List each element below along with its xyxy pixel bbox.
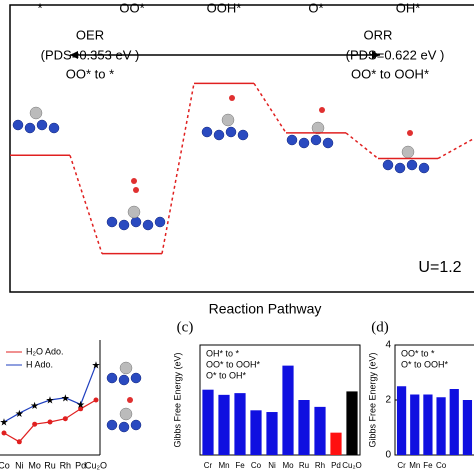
state-label: * [37,0,42,15]
x-tick-label: Co [0,460,10,470]
x-tick-label: Ni [15,460,24,470]
legend-label: H Ado. [26,359,53,369]
plot-frame [199,344,361,456]
annotation: (PDS=0.353 eV ) [41,47,140,62]
legend-label: O* to OH* [206,370,247,380]
point [78,406,84,412]
point [62,416,68,422]
y-axis-label: Gibbs Free Energy (eV) [172,352,182,447]
x-tick-label: Mn [409,461,420,470]
annotation: OER [76,27,104,42]
series-line [3,364,97,423]
bar [423,394,433,455]
panel-label: (c) [177,319,194,335]
y-tick-label: 0 [385,450,391,461]
bar [298,400,310,455]
x-tick-label: Rh [315,461,325,470]
point [47,419,53,425]
x-tick-label: Cr [204,461,213,470]
annotation: ORR [364,27,393,42]
x-tick-label: Fe [423,461,433,470]
point: ★ [30,401,39,412]
state-label: OH* [396,0,421,15]
bar [436,397,446,455]
x-tick-label: Ru [299,461,309,470]
bar [202,389,214,455]
x-tick-label: Co [436,461,447,470]
annotation: (PDS=0.622 eV ) [346,47,445,62]
legend-label: H₂O Ado. [26,346,64,356]
bar [234,393,246,455]
legend-label: O* to OOH* [401,359,449,369]
y-tick-label: 4 [385,340,391,351]
point: ★ [92,360,101,371]
connector [161,83,195,254]
bar [250,410,262,455]
x-tick-label: Pd [75,460,86,470]
point: ★ [0,418,9,429]
point: ★ [46,396,55,407]
annotation: U=1.2 [418,259,461,276]
state-label: OOH* [207,0,242,15]
panel-label: (d) [371,319,389,335]
point [16,439,22,445]
x-tick-label: Mn [218,461,229,470]
x-tick-label: Mo [282,461,294,470]
point [93,397,99,403]
point: ★ [76,400,85,411]
x-tick-label: Mo [28,460,41,470]
x-tick-label: Pd [331,461,341,470]
connector [437,137,474,160]
state-label: O* [308,0,323,15]
legend-label: OH* to * [206,348,240,358]
connector [253,82,287,134]
x-tick-label: Fe [235,461,245,470]
x-axis-label: Reaction Pathway [209,301,322,317]
y-axis-label: Gibbs Free Energy (eV) [367,352,377,447]
x-tick-label: Cr [397,461,406,470]
point: ★ [61,393,70,404]
x-tick-label: Cu₂O [85,460,107,470]
bar [449,389,459,455]
legend-label: OO* to * [401,348,435,358]
legend-label: OO* to OOH* [206,359,261,369]
point: ★ [15,409,24,420]
decor [9,4,474,433]
y-tick-label: 2 [385,395,391,406]
annotation: OO* to * [66,66,114,81]
connector [69,155,103,254]
bar [266,412,278,455]
bar [346,391,358,455]
connector [345,132,379,160]
bar [282,365,294,455]
point [32,421,38,427]
bar [462,400,473,455]
x-tick-label: Ru [44,460,56,470]
point [1,430,7,436]
x-tick-label: Ni [268,461,276,470]
x-tick-label: Rh [60,460,72,470]
bar [330,432,342,455]
annotation: OO* to OOH* [351,66,429,81]
bar [396,386,407,455]
bar [218,394,230,455]
bar [314,406,326,455]
x-tick-label: Cu₂O [342,461,362,470]
state-label: OO* [119,0,144,15]
x-tick-label: Co [251,461,262,470]
bar [410,394,420,455]
